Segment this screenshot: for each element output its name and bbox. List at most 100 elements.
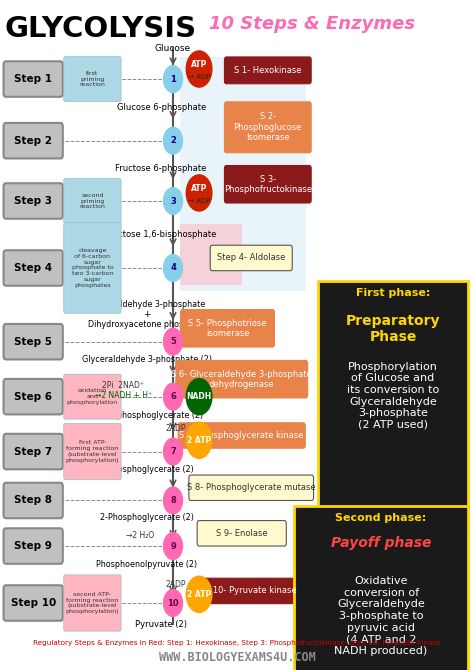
- Text: 3-Phosphoglycerate (2): 3-Phosphoglycerate (2): [100, 464, 194, 474]
- Text: S 1- Hexokinase: S 1- Hexokinase: [234, 66, 301, 75]
- FancyBboxPatch shape: [189, 475, 313, 500]
- Text: 2 ATP: 2 ATP: [187, 436, 211, 445]
- FancyBboxPatch shape: [4, 379, 63, 414]
- Text: oxidation
and
phosphorylation: oxidation and phosphorylation: [67, 389, 118, 405]
- FancyBboxPatch shape: [64, 222, 121, 314]
- Text: second ATP-
forming reaction
(substrate-level
phosphorylation): second ATP- forming reaction (substrate-…: [66, 592, 119, 614]
- Text: 3: 3: [170, 196, 176, 206]
- Circle shape: [164, 383, 182, 410]
- Text: 9: 9: [170, 541, 176, 551]
- Text: Step 8: Step 8: [14, 496, 52, 505]
- FancyBboxPatch shape: [224, 102, 311, 153]
- Text: WWW.BIOLOGYEXAMS4U.COM: WWW.BIOLOGYEXAMS4U.COM: [159, 651, 315, 665]
- Text: Preparatory
Phase: Preparatory Phase: [346, 314, 440, 344]
- Text: S 8- Phosphoglycerate mutase: S 8- Phosphoglycerate mutase: [187, 483, 316, 492]
- Text: S 5- Phosphotriose
isomerase: S 5- Phosphotriose isomerase: [188, 319, 267, 338]
- Text: Fructose 1,6-bisphosphate: Fructose 1,6-bisphosphate: [106, 230, 217, 239]
- FancyBboxPatch shape: [294, 506, 468, 670]
- Circle shape: [164, 328, 182, 355]
- Text: S 9- Enolase: S 9- Enolase: [216, 529, 267, 538]
- Circle shape: [186, 422, 212, 458]
- Text: First phase:: First phase:: [356, 288, 430, 298]
- FancyBboxPatch shape: [200, 578, 303, 604]
- Text: first
priming
reaction: first priming reaction: [80, 71, 105, 87]
- Text: Oxidative
conversion of
Glyceraldehyde
3-phosphate to
pyruvic acid
(4 ATP and 2
: Oxidative conversion of Glyceraldehyde 3…: [335, 576, 428, 656]
- FancyBboxPatch shape: [4, 250, 63, 285]
- Text: Step 9: Step 9: [14, 541, 52, 551]
- Text: Pyruvate (2): Pyruvate (2): [135, 620, 187, 629]
- Text: 2 ATP: 2 ATP: [187, 590, 211, 599]
- Text: ATP: ATP: [191, 60, 207, 69]
- Text: S 7- Phosphoglycerate kinase: S 7- Phosphoglycerate kinase: [180, 431, 304, 440]
- FancyBboxPatch shape: [178, 423, 305, 448]
- FancyBboxPatch shape: [4, 183, 63, 218]
- Text: Step 10: Step 10: [10, 598, 56, 608]
- FancyBboxPatch shape: [4, 482, 63, 519]
- FancyBboxPatch shape: [224, 57, 311, 84]
- Text: 4: 4: [170, 263, 176, 273]
- FancyBboxPatch shape: [64, 374, 121, 419]
- Text: S 3-
Phosphofructokinase: S 3- Phosphofructokinase: [224, 175, 312, 194]
- Text: Step 4: Step 4: [14, 263, 52, 273]
- Text: first ATP-
forming reaction
(substrate-level
phosphorylation): first ATP- forming reaction (substrate-l…: [66, 440, 119, 463]
- Circle shape: [164, 66, 182, 92]
- Text: Glyceraldehyde 3-phosphate: Glyceraldehyde 3-phosphate: [89, 299, 205, 309]
- Circle shape: [164, 487, 182, 514]
- Text: Step 7: Step 7: [14, 447, 52, 456]
- Text: S 2-
Phosphoglucose
Isomerase: S 2- Phosphoglucose Isomerase: [234, 113, 302, 142]
- Circle shape: [164, 533, 182, 559]
- Text: Phosphorylation
of Glucose and
its conversion to
Glyceraldehyde
3-phosphate
(2 A: Phosphorylation of Glucose and its conve…: [347, 362, 439, 429]
- FancyBboxPatch shape: [64, 178, 121, 224]
- Circle shape: [164, 590, 182, 616]
- Text: Step 3: Step 3: [14, 196, 52, 206]
- FancyBboxPatch shape: [4, 434, 63, 469]
- FancyBboxPatch shape: [64, 57, 121, 101]
- Text: 6: 6: [170, 392, 176, 401]
- Text: GLYCOLYSIS: GLYCOLYSIS: [5, 15, 197, 43]
- Text: 2Pi  2NAD⁺: 2Pi 2NAD⁺: [102, 381, 144, 390]
- FancyBboxPatch shape: [180, 224, 242, 285]
- Text: cleavage
of 6-carbon
sugar
phosphate to
two 3-carbon
sugar
phosphates: cleavage of 6-carbon sugar phosphate to …: [72, 248, 113, 288]
- Circle shape: [164, 127, 182, 154]
- Text: Step 4- Aldolase: Step 4- Aldolase: [217, 253, 285, 263]
- Text: Step 2: Step 2: [14, 136, 52, 145]
- Text: Phosphoenolpyruvate (2): Phosphoenolpyruvate (2): [96, 560, 198, 570]
- Text: 2ADP: 2ADP: [165, 580, 186, 589]
- FancyBboxPatch shape: [4, 324, 63, 359]
- Text: →2 NADH + H⁺: →2 NADH + H⁺: [95, 391, 152, 400]
- Text: 8: 8: [170, 496, 176, 505]
- Text: ATP: ATP: [191, 184, 207, 193]
- Text: 10: 10: [167, 598, 179, 608]
- Text: 1,3-Bisphosphoglycerate (2): 1,3-Bisphosphoglycerate (2): [91, 411, 203, 420]
- Text: S 6- Glyceraldehyde 3-phosphate
dehydrogenase: S 6- Glyceraldehyde 3-phosphate dehydrog…: [171, 370, 312, 389]
- Text: second
priming
reaction: second priming reaction: [80, 193, 105, 209]
- Text: NADH: NADH: [186, 392, 212, 401]
- FancyBboxPatch shape: [181, 310, 274, 347]
- Text: 10 Steps & Enzymes: 10 Steps & Enzymes: [209, 15, 415, 33]
- FancyBboxPatch shape: [64, 423, 121, 480]
- Text: Step 5: Step 5: [14, 337, 52, 346]
- Text: Payoff phase: Payoff phase: [331, 536, 431, 550]
- Text: Dihydroxyacetone phosphate: Dihydroxyacetone phosphate: [88, 320, 206, 330]
- FancyBboxPatch shape: [197, 521, 286, 546]
- FancyBboxPatch shape: [318, 281, 468, 529]
- Text: Step 1: Step 1: [14, 74, 52, 84]
- FancyBboxPatch shape: [4, 528, 63, 564]
- Text: 5: 5: [170, 337, 176, 346]
- Text: 7: 7: [170, 447, 176, 456]
- Text: 1: 1: [170, 74, 176, 84]
- Text: → ADP: → ADP: [188, 198, 210, 204]
- Circle shape: [186, 576, 212, 612]
- Text: Fructose 6-phosphate: Fructose 6-phosphate: [116, 164, 207, 174]
- Circle shape: [164, 438, 182, 465]
- Text: Glucose: Glucose: [155, 44, 191, 53]
- FancyBboxPatch shape: [4, 123, 63, 158]
- Circle shape: [186, 175, 212, 211]
- FancyBboxPatch shape: [176, 360, 308, 398]
- FancyBboxPatch shape: [210, 245, 292, 271]
- Circle shape: [186, 379, 212, 415]
- FancyBboxPatch shape: [64, 575, 121, 631]
- Text: Step 6: Step 6: [14, 392, 52, 401]
- FancyBboxPatch shape: [224, 165, 311, 203]
- Text: Second phase:: Second phase:: [336, 513, 427, 523]
